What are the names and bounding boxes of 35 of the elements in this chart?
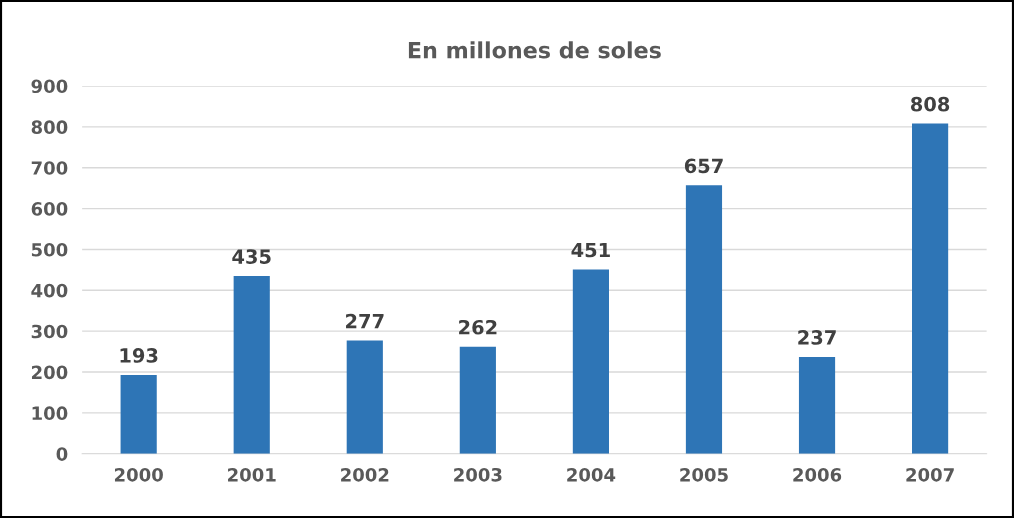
- y-tick-label: 500: [31, 242, 68, 257]
- bar: [572, 269, 609, 454]
- data-label: 657: [684, 158, 723, 174]
- x-tick-label: 2002: [341, 467, 389, 482]
- y-tick-label: 200: [31, 365, 68, 380]
- chart-title: En millones de soles: [408, 41, 661, 59]
- data-label: 193: [120, 348, 158, 363]
- y-tick-label: 400: [31, 283, 68, 298]
- bar: [120, 374, 157, 454]
- data-label: 262: [459, 319, 497, 335]
- data-label: 435: [232, 249, 271, 264]
- y-tick-label: 700: [31, 161, 68, 175]
- bar: [798, 356, 836, 454]
- x-tick-label: 2003: [454, 467, 502, 482]
- bar: [912, 123, 949, 454]
- x-tick-label: 2007: [906, 467, 954, 482]
- x-tick-label: 2001: [228, 467, 276, 482]
- data-label: 451: [571, 242, 610, 258]
- bar: [459, 346, 496, 454]
- data-label: 277: [346, 313, 384, 329]
- y-tick-label: 0: [56, 447, 68, 461]
- bar: [233, 276, 270, 454]
- x-tick-label: 2004: [567, 467, 616, 482]
- bar: [685, 185, 723, 454]
- x-tick-label: 2000: [114, 467, 163, 482]
- y-tick-label: 900: [31, 79, 68, 94]
- x-tick-label: 2006: [793, 467, 842, 482]
- data-label: 237: [798, 330, 836, 345]
- y-tick-label: 800: [31, 120, 68, 134]
- y-tick-label: 300: [31, 324, 68, 339]
- y-tick-label: 100: [32, 406, 68, 421]
- bar: [346, 340, 383, 454]
- y-tick-label: 600: [31, 202, 68, 216]
- data-label: 808: [910, 96, 950, 112]
- x-tick-label: 2005: [680, 467, 728, 482]
